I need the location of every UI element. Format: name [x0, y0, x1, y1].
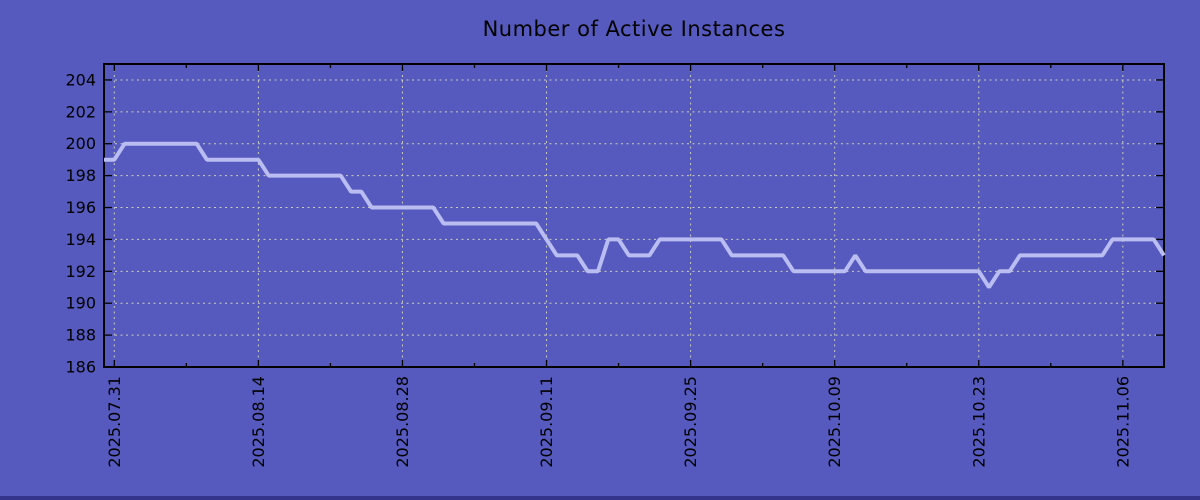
x-tick-label: 2025.11.06	[1113, 376, 1132, 468]
y-tick-label: 188	[65, 326, 96, 345]
chart-title: Number of Active Instances	[482, 17, 786, 41]
y-tick-label: 192	[65, 262, 96, 281]
y-tick-label: 194	[65, 230, 96, 249]
bottom-edge-strip	[0, 496, 1200, 500]
x-tick-label: 2025.07.31	[105, 376, 124, 468]
y-tick-label: 196	[65, 198, 96, 217]
plot-border	[103, 63, 1165, 368]
x-tick-label: 2025.08.28	[393, 376, 412, 468]
x-tick-label: 2025.08.14	[249, 376, 268, 468]
x-tick-label: 2025.09.11	[537, 376, 556, 468]
data-line-active-instances	[104, 141, 1166, 289]
x-tick-label: 2025.10.09	[825, 376, 844, 468]
y-tick-label: 190	[65, 294, 96, 313]
y-tick-label: 202	[65, 102, 96, 121]
y-tick-label: 200	[65, 134, 96, 153]
x-tick-label: 2025.09.25	[681, 376, 700, 468]
y-tick-label: 198	[65, 166, 96, 185]
y-tick-label: 204	[65, 70, 96, 89]
x-tick-label: 2025.10.23	[969, 376, 988, 468]
y-tick-label: 186	[65, 358, 96, 377]
